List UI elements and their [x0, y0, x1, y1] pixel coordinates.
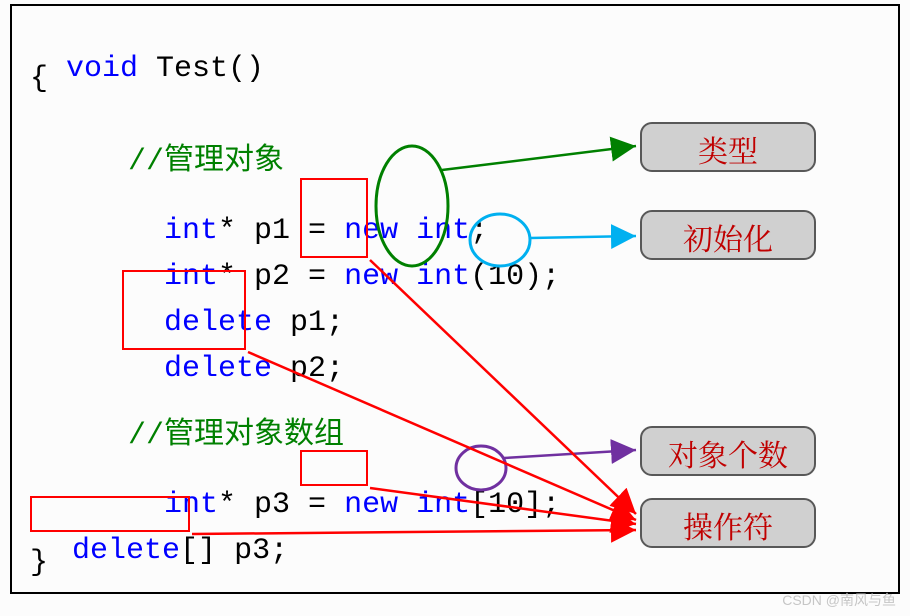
label-count: 对象个数: [640, 426, 816, 476]
void-keyword: void: [66, 52, 138, 86]
label-op: 操作符: [640, 498, 816, 548]
label-type: 类型: [640, 122, 816, 172]
frame-delete-3: [30, 496, 190, 532]
fn-name: Test(): [138, 52, 264, 86]
open-brace: {: [30, 62, 48, 96]
code-signature: void Test(): [30, 18, 264, 86]
label-init: 初始化: [640, 210, 816, 260]
frame-new-3: [300, 450, 368, 486]
comment-1: //管理对象: [128, 134, 284, 179]
frame-new-12: [300, 178, 368, 258]
close-brace: }: [30, 546, 48, 580]
frame-delete-12: [122, 270, 246, 350]
comment-2: //管理对象数组: [128, 408, 344, 453]
watermark: CSDN @南风与鱼: [782, 590, 896, 610]
